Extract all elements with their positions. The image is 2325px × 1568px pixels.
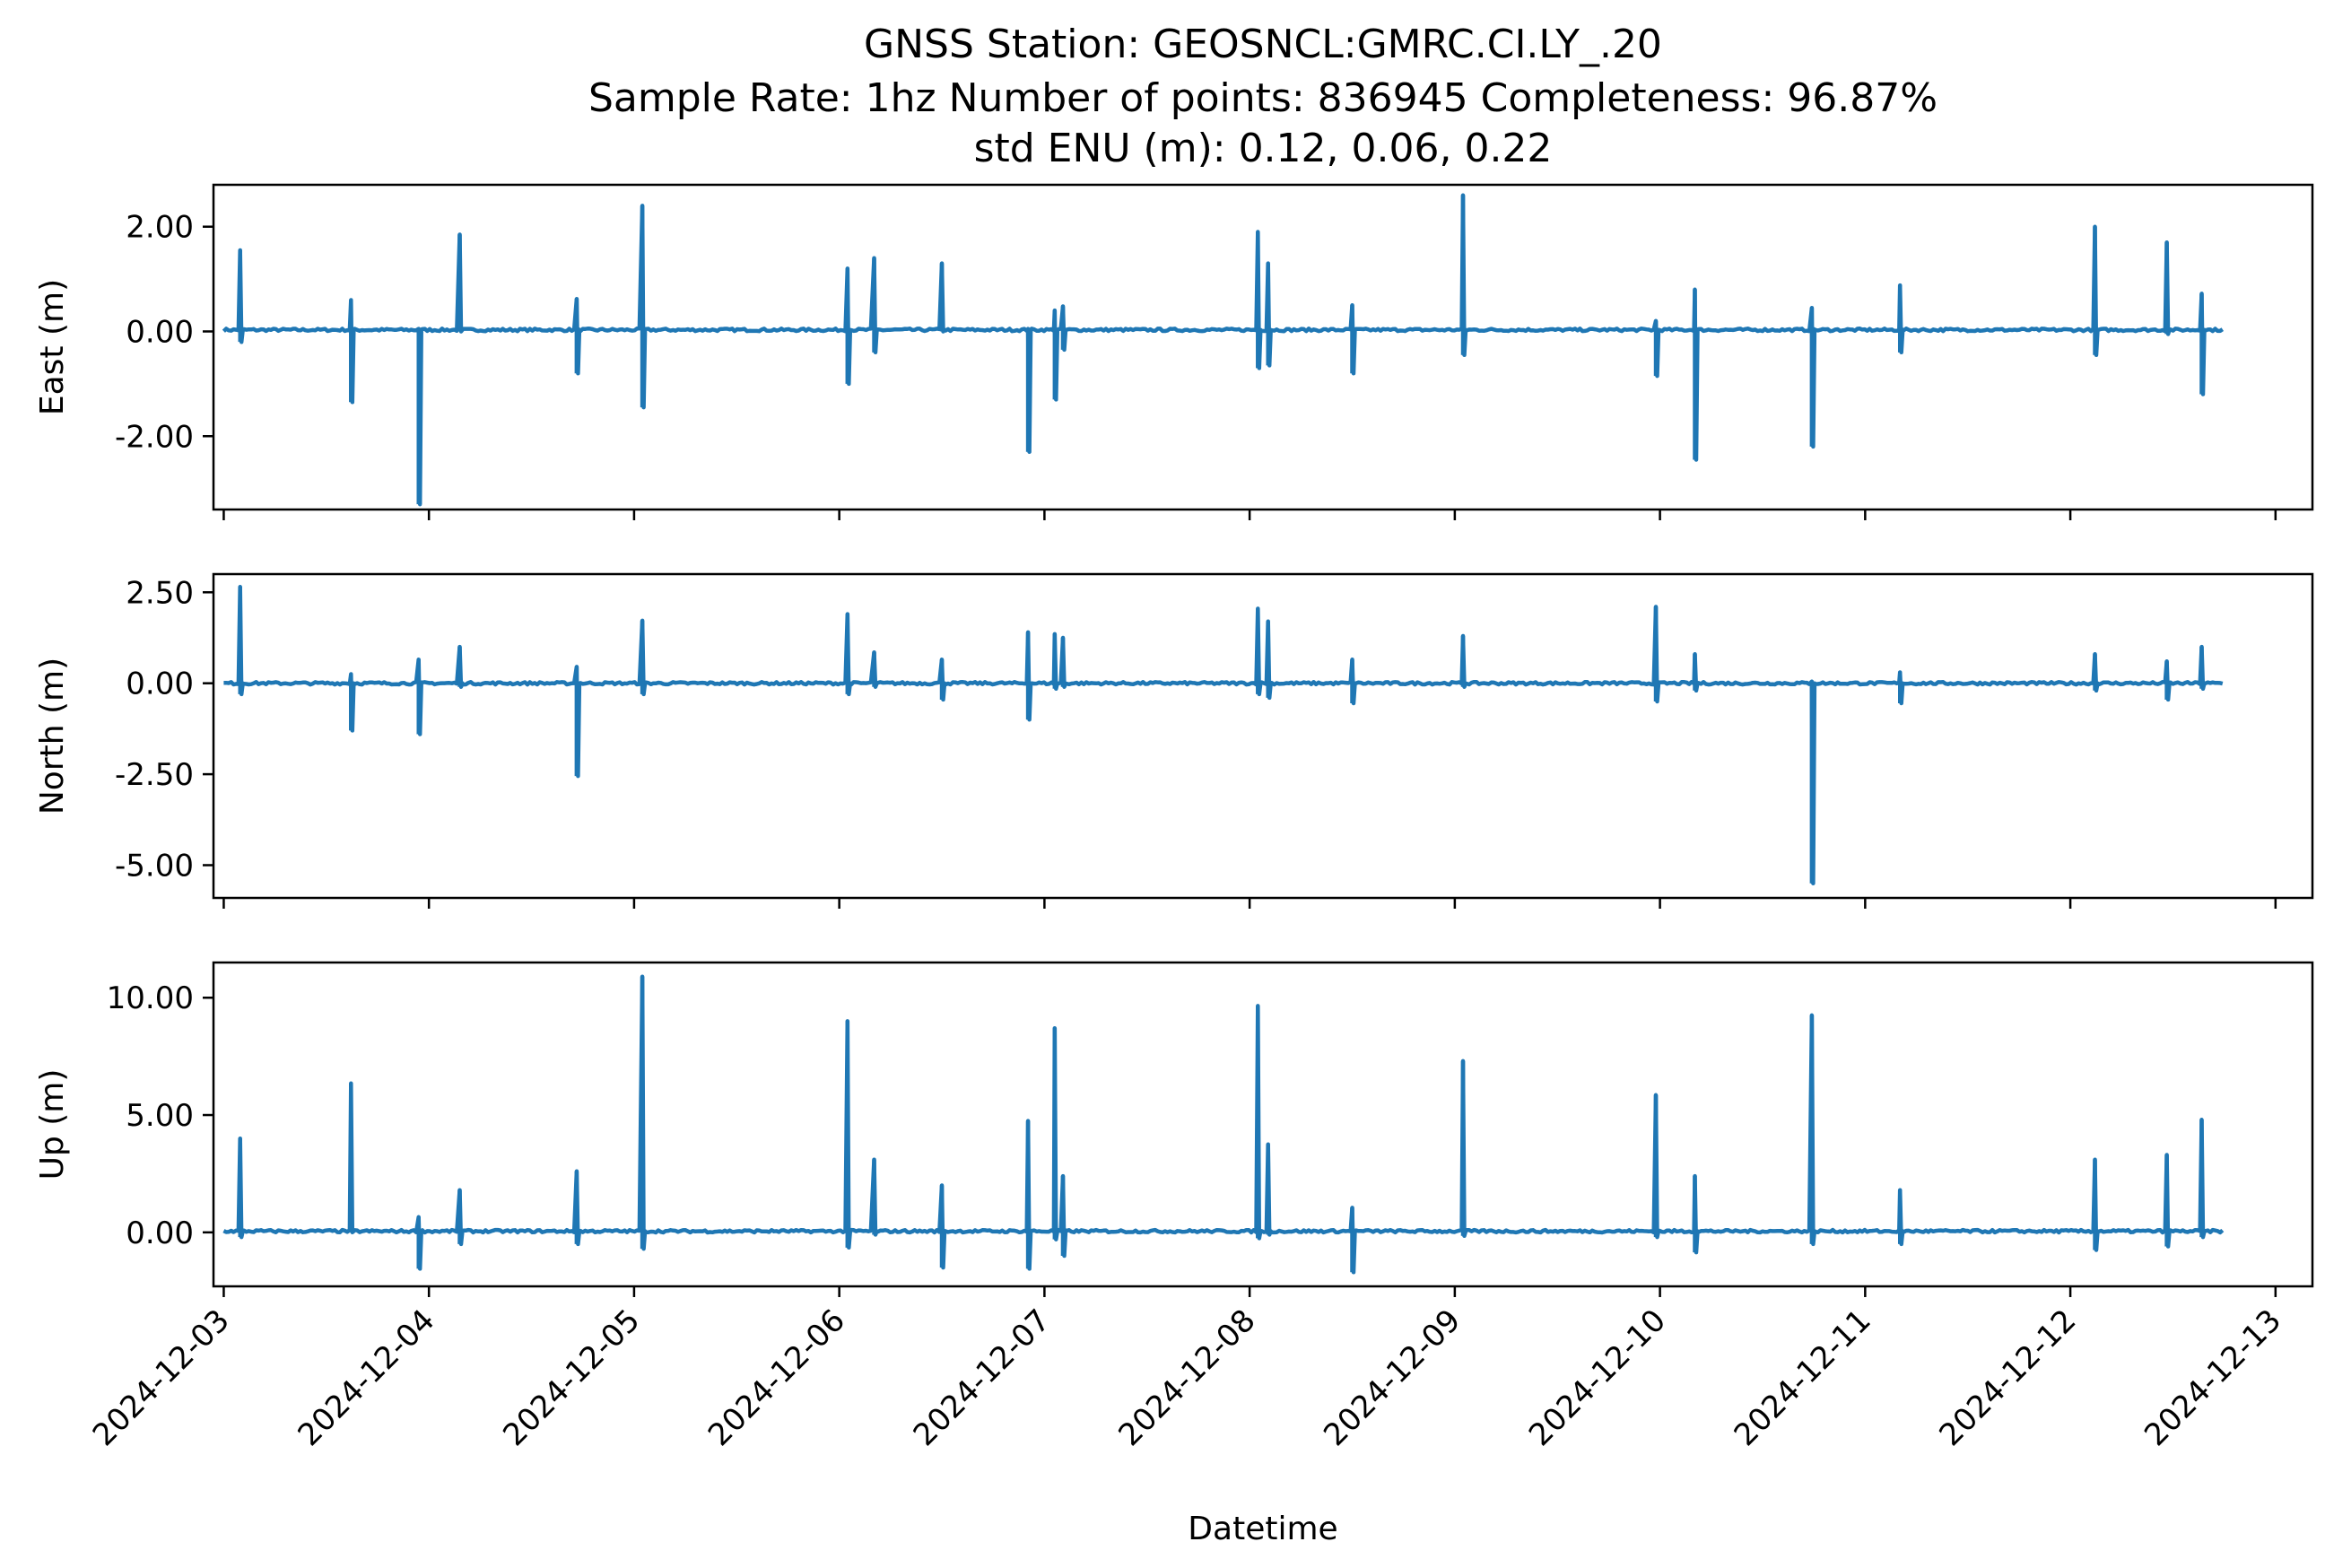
up-series-line (222, 974, 2225, 1275)
chart-title-line3: std ENU (m): 0.12, 0.06, 0.22 (974, 126, 1553, 171)
subplot-panels: 2.00 0.00 -2.00 East (m) 2.50 0.00 -2.50 -5.00 N… (34, 183, 2314, 1297)
chart-title-line2: Sample Rate: 1hz Number of points: 83694… (588, 75, 1938, 121)
up-axes-frame (212, 961, 2314, 1288)
north-y-axis-label: North (m) (34, 658, 71, 814)
east-series-line (222, 193, 2225, 507)
north-panel: 2.50 0.00 -2.50 -5.00 North (m) (34, 572, 2314, 909)
north-ytick-label-3: -5.00 (115, 848, 194, 884)
east-ytick-label-2: -2.00 (115, 419, 194, 455)
east-panel: 2.00 0.00 -2.00 East (m) (34, 183, 2314, 520)
east-ytick-label-0: 2.00 (126, 210, 194, 246)
north-ytick-label-0: 2.50 (126, 575, 194, 611)
north-series-line (223, 584, 2224, 886)
east-axes-frame (212, 183, 2314, 511)
up-ytick-label-1: 5.00 (126, 1098, 194, 1134)
up-ytick-label-2: 0.00 (126, 1215, 194, 1251)
north-ytick-label-2: -2.50 (115, 757, 194, 793)
up-ytick-label-0: 10.00 (107, 980, 194, 1016)
x-axis-label: Datetime (1188, 1511, 1337, 1547)
up-panel: 10.00 5.00 0.00 Up (m) (34, 961, 2314, 1297)
east-ytick-label-1: 0.00 (126, 314, 194, 350)
up-y-axis-label: Up (m) (34, 1069, 71, 1180)
east-y-axis-label: East (m) (34, 279, 71, 415)
north-ytick-label-1: 0.00 (126, 666, 194, 702)
north-axes-frame (212, 572, 2314, 900)
chart-title-line1: GNSS Station: GEOSNCL:GMRC.CI.LY_.20 (864, 22, 1662, 67)
